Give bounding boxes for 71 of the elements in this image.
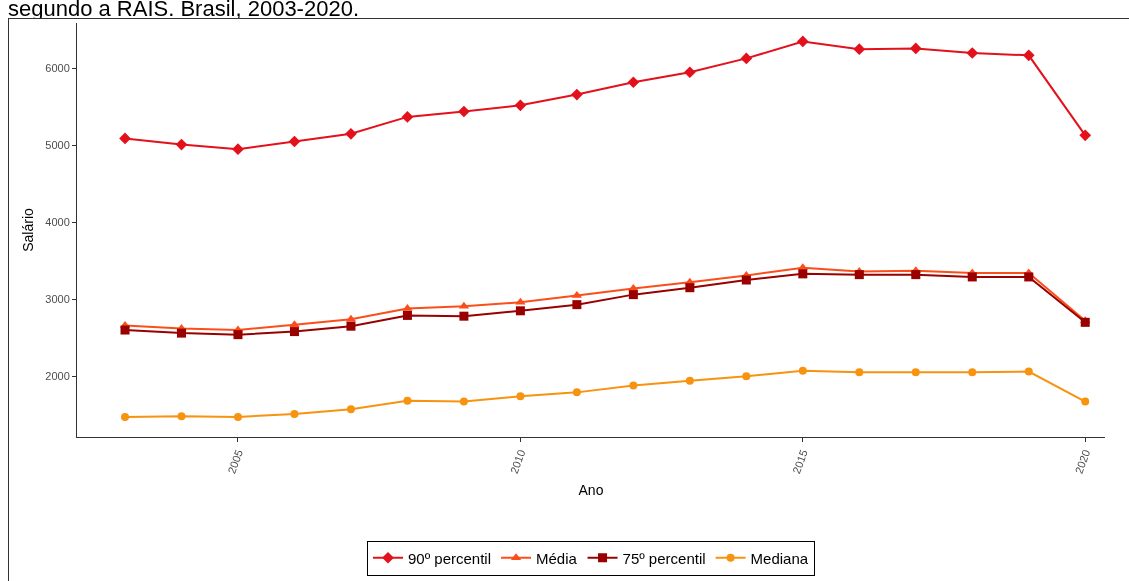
legend-label: 75º percentil: [622, 549, 706, 567]
point: [1024, 272, 1034, 282]
point: [966, 47, 979, 59]
point: [740, 52, 753, 65]
point: [288, 135, 301, 148]
point: [177, 412, 186, 421]
point: [233, 330, 243, 340]
legend-label: Mediana: [750, 549, 809, 567]
point: [514, 99, 527, 112]
point: [516, 392, 525, 401]
y-tick-label: 5000: [45, 139, 70, 152]
point: [628, 290, 638, 300]
point: [176, 328, 186, 338]
point: [741, 275, 751, 285]
point: [685, 376, 694, 385]
x-axis-title: Ano: [578, 481, 604, 498]
point: [684, 66, 696, 79]
point: [798, 366, 807, 375]
point: [232, 143, 244, 156]
point: [967, 272, 977, 282]
point: [459, 311, 469, 321]
point: [120, 325, 130, 335]
point: [796, 35, 809, 48]
point: [290, 409, 299, 418]
point: [1024, 367, 1033, 376]
chart-title: segundo a RAIS. Brasil, 2003-2020.: [8, 0, 360, 22]
point: [572, 300, 582, 310]
point: [289, 327, 299, 337]
x-tick-label: 2015: [790, 448, 810, 476]
point: [854, 270, 864, 280]
point: [629, 381, 638, 390]
point: [627, 76, 640, 89]
point: [911, 368, 920, 377]
point: [798, 269, 808, 279]
point: [175, 138, 188, 151]
point: [742, 372, 751, 381]
point: [402, 310, 412, 320]
point: [458, 105, 470, 118]
point: [119, 132, 131, 145]
point: [345, 127, 357, 140]
point: [401, 111, 414, 123]
point: [459, 397, 468, 406]
point: [346, 405, 355, 414]
y-axis-title: Salário: [19, 208, 36, 252]
x-tick-label: 2005: [225, 448, 246, 476]
point: [853, 43, 866, 56]
point: [233, 412, 242, 421]
y-tick-label: 6000: [45, 62, 70, 75]
point: [1079, 129, 1092, 142]
point: [968, 368, 977, 377]
point: [855, 368, 864, 377]
point: [403, 396, 412, 405]
point: [571, 88, 583, 101]
point: [911, 270, 921, 280]
point: [121, 412, 130, 421]
point: [515, 306, 525, 316]
legend-label: Média: [536, 549, 578, 567]
point: [572, 388, 581, 397]
point: [1022, 49, 1035, 62]
point: [346, 321, 356, 331]
point: [515, 297, 526, 305]
point: [402, 303, 413, 311]
point: [685, 283, 695, 293]
x-tick-label: 2020: [1072, 448, 1093, 476]
point: [909, 42, 922, 55]
y-tick-label: 4000: [45, 216, 70, 229]
legend-label: 90º percentil: [408, 549, 492, 567]
x-tick-label: 2010: [507, 448, 528, 476]
y-tick-label: 2000: [45, 370, 70, 383]
y-tick-label: 3000: [45, 293, 70, 306]
point: [1081, 397, 1090, 406]
